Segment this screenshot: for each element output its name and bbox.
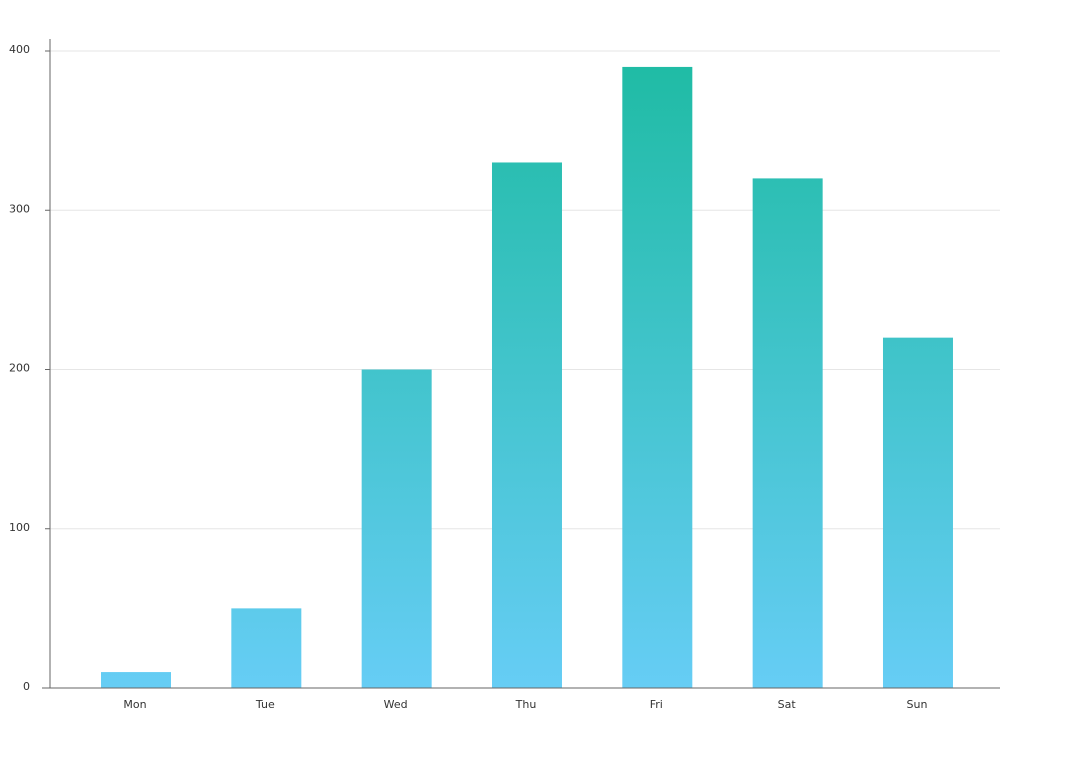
y-tick-label: 300: [9, 202, 30, 215]
x-tick-label: Sun: [907, 698, 928, 711]
bar-sat: [752, 178, 823, 688]
bar-tue: [231, 608, 302, 688]
x-tick-label: Sat: [778, 698, 797, 711]
bar-sun: [882, 337, 953, 688]
bar-series: [101, 66, 953, 689]
bar-mon: [101, 672, 171, 688]
bar-fri: [622, 66, 693, 689]
y-tick-label: 100: [9, 521, 30, 534]
x-tick-label: Thu: [515, 698, 537, 711]
axes: [42, 39, 1000, 689]
y-tick-label: 400: [9, 43, 30, 56]
y-tick-label: 0: [23, 680, 30, 693]
tick-labels: 0 100 200 300 400 Mon Tue Wed Thu Fri Sat Sun: [9, 43, 927, 711]
x-tick-label: Fri: [650, 698, 663, 711]
y-tick-label: 200: [9, 362, 30, 375]
x-tick-label: Mon: [123, 698, 146, 711]
bar-thu: [491, 162, 562, 689]
x-tick-label: Tue: [255, 698, 275, 711]
x-tick-label: Wed: [384, 698, 408, 711]
bar-wed: [361, 369, 432, 688]
